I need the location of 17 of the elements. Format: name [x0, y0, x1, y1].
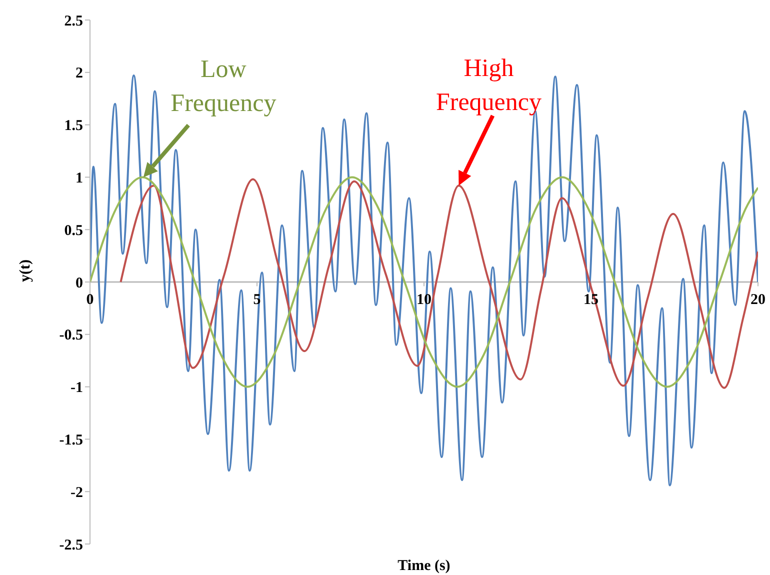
- y-tick-label: -2: [70, 484, 83, 501]
- y-tick-label: -0.5: [59, 328, 83, 344]
- y-axis-title: y(t): [17, 260, 34, 282]
- annotation: High Frequency: [434, 54, 542, 118]
- y-tick-label: 1: [76, 170, 83, 187]
- y-tick-label: 2.5: [64, 13, 83, 30]
- y-tick-label: -1: [70, 380, 83, 396]
- x-axis-title: Time (s): [398, 558, 450, 574]
- annotation: Low Frequency: [170, 55, 278, 120]
- y-tick-label: 2: [76, 66, 83, 82]
- x-tick-label: 20: [750, 292, 766, 308]
- y-tick-label: -2.5: [59, 537, 83, 554]
- y-tick-label: 0: [76, 275, 83, 292]
- y-tick-label: -1.5: [59, 432, 83, 449]
- y-tick-label: 0.5: [64, 222, 83, 239]
- y-tick-label: 1.5: [64, 118, 83, 134]
- x-tick-label: 0: [86, 292, 94, 308]
